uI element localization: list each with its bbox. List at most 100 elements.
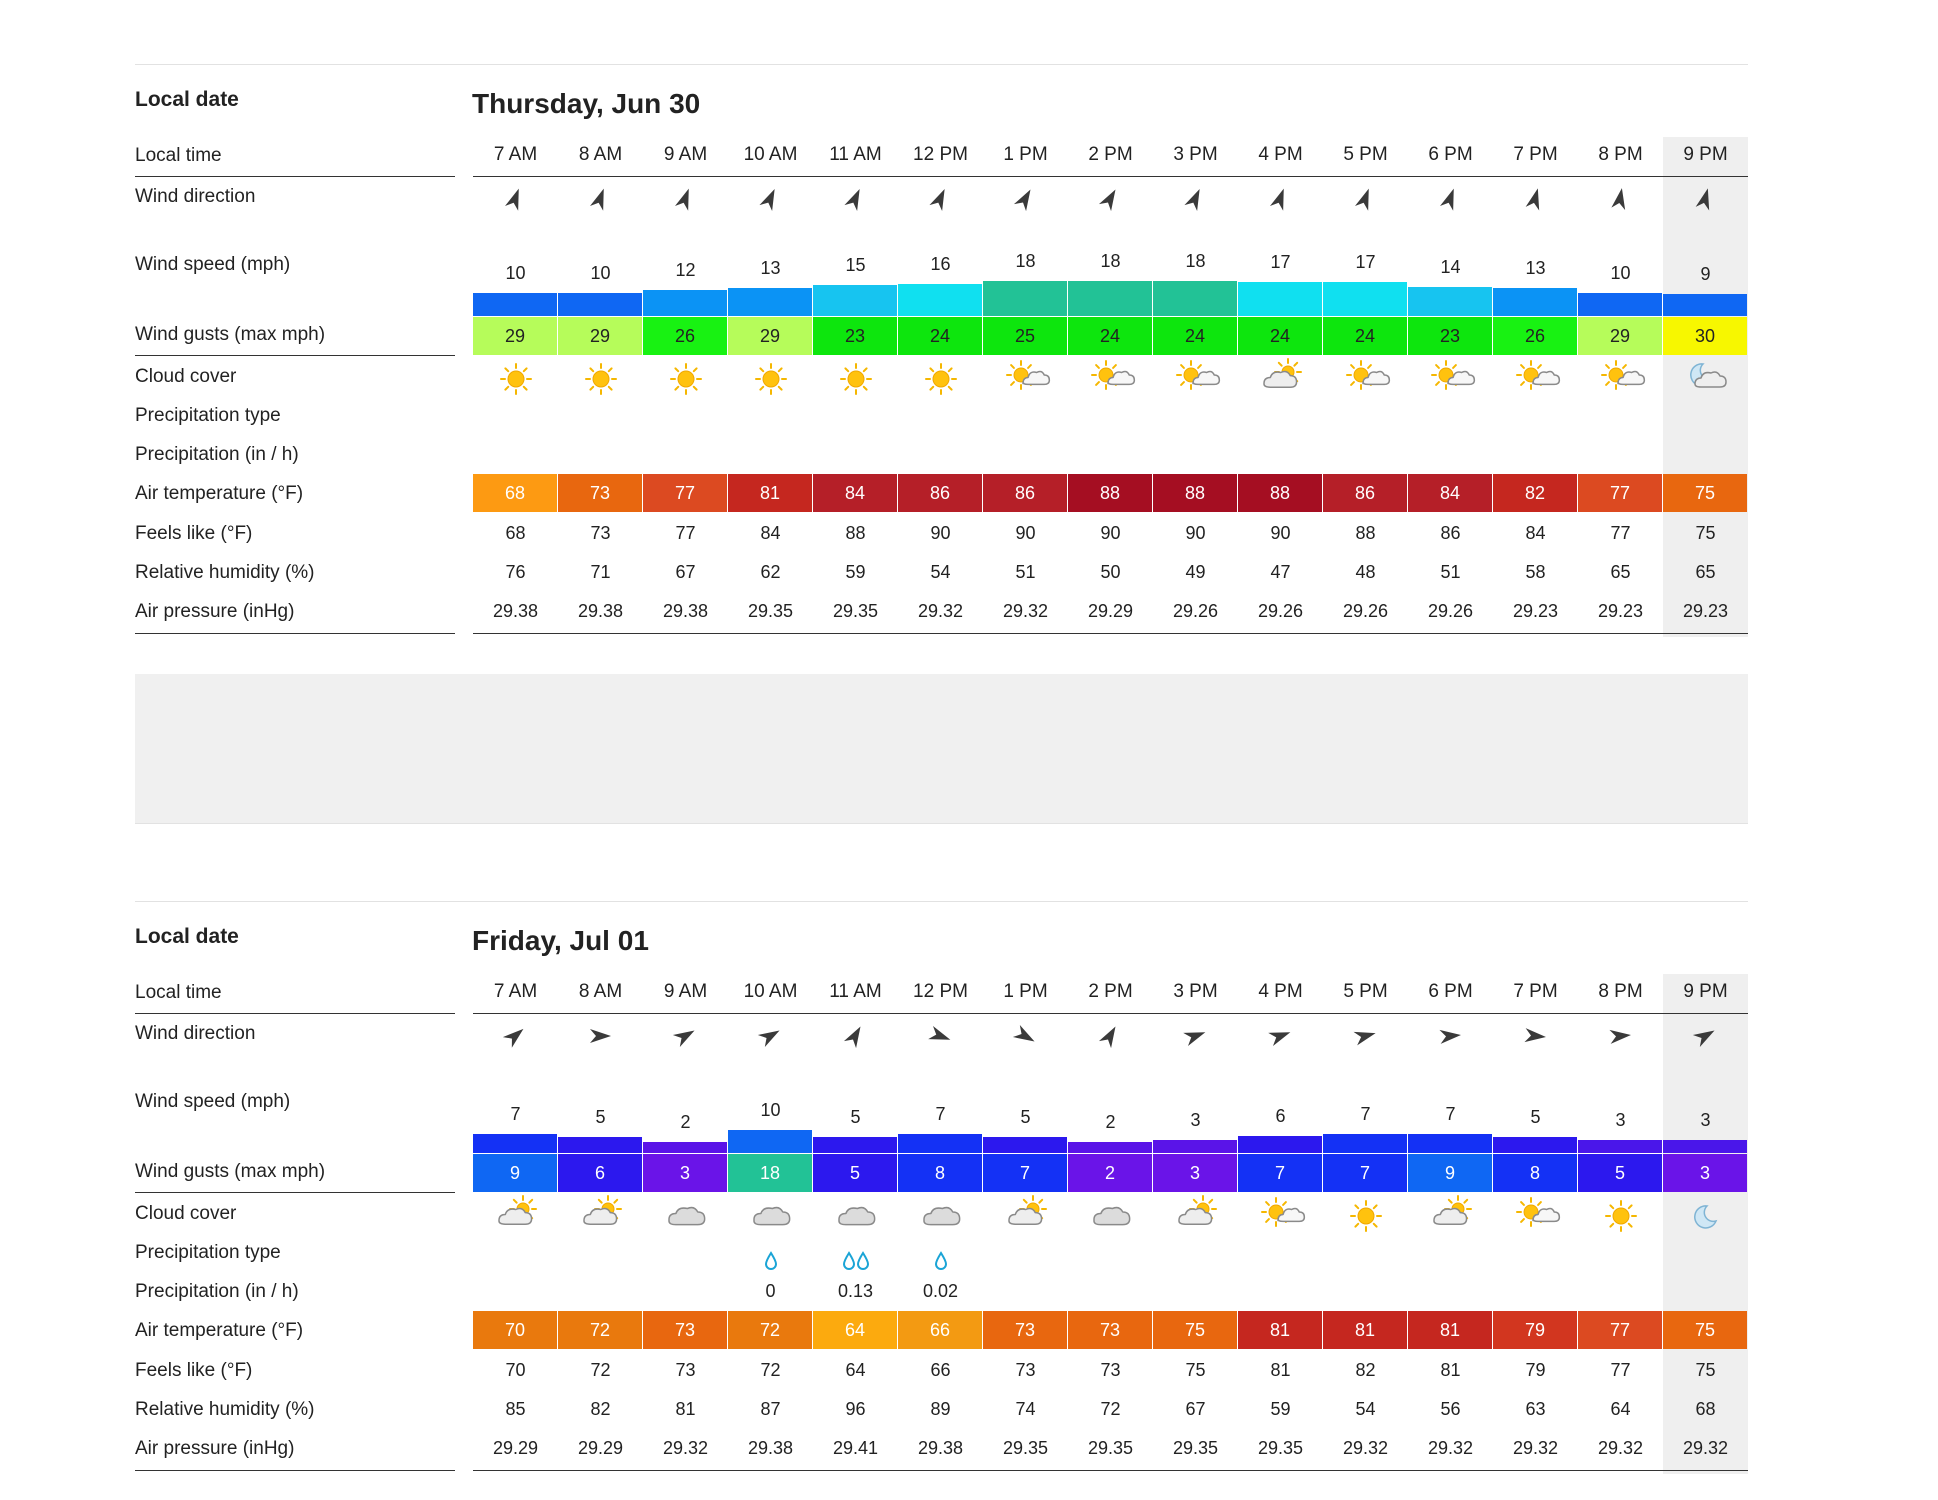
sun-icon [1578,1196,1663,1236]
wind-speed-bar [1323,282,1407,316]
feels-like-value: 77 [675,523,696,543]
wind-gust-cell: 26 [1493,317,1577,355]
wind-direction-arrow-icon [1578,1019,1663,1053]
hour-label: 11 AM [829,981,882,1002]
wind-speed-value: 12 [675,260,696,280]
humidity-value: 50 [1100,562,1121,582]
sun-icon [558,359,643,399]
hour-label: 3 PM [1173,144,1218,165]
wind-speed-bar [1578,1140,1662,1153]
wind-gust-cell: 30 [1663,317,1747,355]
day-date-heading: Friday, Jul 01 [472,925,649,956]
feels-like-value: 82 [1355,1360,1376,1380]
humidity-label: Relative humidity (%) [135,1399,315,1420]
pressure-value: 29.26 [1257,601,1304,621]
feels-like-value: 66 [930,1360,951,1380]
feels-like-value: 73 [1100,1360,1121,1380]
feels-like-value: 73 [590,523,611,543]
cloud-cover-label: Cloud cover [135,366,237,387]
pressure-value: 29.35 [1087,1438,1134,1458]
wind-direction-arrow-icon [1068,182,1153,216]
air-temp-cell: 88 [1238,474,1322,512]
wind-speed-value: 3 [1615,1110,1626,1130]
hour-label: 12 PM [913,981,968,1002]
pressure-value: 29.32 [1427,1438,1474,1458]
local-date-label: Local date [135,925,239,948]
wind-speed-value: 2 [1105,1112,1116,1132]
air-temp-cell: 79 [1493,1311,1577,1349]
wind-direction-label: Wind direction [135,186,256,207]
air-temp-cell: 73 [1068,1311,1152,1349]
pressure-value: 29.32 [1597,1438,1644,1458]
hour-label: 6 PM [1428,144,1473,165]
feels-like-value: 75 [1695,1360,1716,1380]
air-temp-cell: 72 [728,1311,812,1349]
humidity-value: 71 [590,562,611,582]
cloud-icon [813,1196,898,1236]
moon-cloud-icon [1663,359,1748,399]
sun-icon [1323,1196,1408,1236]
air-temp-cell: 82 [1493,474,1577,512]
row-underline [135,1013,455,1014]
wind-direction-arrow-icon [558,182,643,216]
wind-speed-value: 6 [1275,1106,1286,1126]
pressure-value: 29.38 [917,1438,964,1458]
feels-like-value: 81 [1440,1360,1461,1380]
cloud-icon [728,1196,813,1236]
humidity-label: Relative humidity (%) [135,562,315,583]
humidity-value: 62 [760,562,781,582]
humidity-value: 96 [845,1399,866,1419]
wind-gust-cell: 9 [1408,1154,1492,1192]
wind-gust-cell: 23 [1408,317,1492,355]
wind-direction-arrow-icon [473,1019,558,1053]
humidity-value: 65 [1610,562,1631,582]
pressure-label: Air pressure (inHg) [135,1438,295,1459]
humidity-value: 49 [1185,562,1206,582]
wind-gust-cell: 5 [813,1154,897,1192]
air-temp-cell: 81 [1323,1311,1407,1349]
wind-gust-cell: 3 [643,1154,727,1192]
humidity-value: 76 [505,562,526,582]
wind-speed-label: Wind speed (mph) [135,254,291,275]
feels-like-value: 90 [1185,523,1206,543]
wind-speed-value: 7 [935,1104,946,1124]
air-temp-cell: 73 [558,474,642,512]
air-temp-cell: 75 [1153,1311,1237,1349]
hourly-grid: 7 AM 7 9 70 70 85 29.29 8 AM 5 6 72 72 82 29.29 9 AM 2 3… [473,901,1748,1477]
wind-speed-value: 5 [595,1107,606,1127]
wind-speed-value: 15 [845,255,866,275]
local-date-label: Local date [135,88,239,111]
sun-icon [643,359,728,399]
wind-direction-arrow-icon [473,182,558,216]
air-temp-cell: 77 [643,474,727,512]
wind-speed-value: 7 [510,1104,521,1124]
feels-like-value: 72 [760,1360,781,1380]
pressure-value: 29.38 [662,601,709,621]
hour-label: 7 PM [1513,144,1558,165]
feels-like-value: 90 [1015,523,1036,543]
wind-direction-arrow-icon [728,1019,813,1053]
wind-speed-value: 7 [1360,1104,1371,1124]
wind-speed-value: 18 [1100,251,1121,271]
air-temp-cell: 81 [1238,1311,1322,1349]
humidity-value: 56 [1440,1399,1461,1419]
wind-gust-cell: 24 [1153,317,1237,355]
sun-icon [473,359,558,399]
sun-icon [813,359,898,399]
wind-speed-value: 10 [760,1100,781,1120]
wind-direction-arrow-icon [898,1019,983,1053]
feels-like-value: 73 [675,1360,696,1380]
humidity-value: 64 [1610,1399,1631,1419]
hour-label: 7 AM [493,981,538,1002]
wind-gust-cell: 3 [1153,1154,1237,1192]
pressure-value: 29.35 [1257,1438,1304,1458]
hour-label: 7 PM [1513,981,1558,1002]
feels-like-value: 68 [505,523,526,543]
wind-speed-bar [1153,1140,1237,1153]
wind-speed-value: 10 [590,263,611,283]
feels-like-label: Feels like (°F) [135,1360,253,1381]
pressure-value: 29.35 [1172,1438,1219,1458]
air-temp-cell: 81 [728,474,812,512]
pressure-value: 29.32 [1682,1438,1729,1458]
humidity-value: 89 [930,1399,951,1419]
